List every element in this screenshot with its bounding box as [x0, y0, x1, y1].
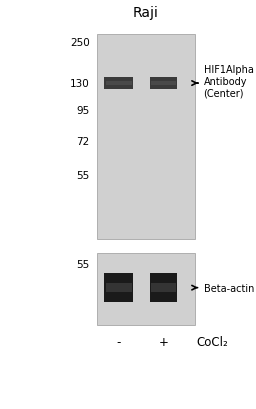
Text: Raji: Raji — [133, 7, 159, 20]
Bar — [97, 254, 195, 325]
Text: CoCl₂: CoCl₂ — [196, 335, 228, 348]
Text: 130: 130 — [70, 79, 90, 89]
Text: Beta-actin: Beta-actin — [204, 283, 254, 293]
Bar — [104, 78, 133, 90]
Text: 250: 250 — [70, 38, 90, 48]
Bar — [150, 78, 177, 90]
Bar — [150, 274, 177, 302]
Bar — [151, 82, 176, 85]
Bar — [105, 284, 132, 292]
Text: 55: 55 — [76, 171, 90, 181]
Text: -: - — [116, 335, 121, 348]
Text: 95: 95 — [76, 106, 90, 115]
Text: HIF1Alpha
Antibody
(Center): HIF1Alpha Antibody (Center) — [204, 65, 253, 98]
Bar — [104, 274, 133, 302]
Text: 55: 55 — [76, 259, 90, 269]
Bar — [97, 35, 195, 239]
Bar — [105, 82, 132, 85]
Text: 72: 72 — [76, 137, 90, 147]
Bar — [151, 284, 176, 292]
Text: +: + — [158, 335, 168, 348]
